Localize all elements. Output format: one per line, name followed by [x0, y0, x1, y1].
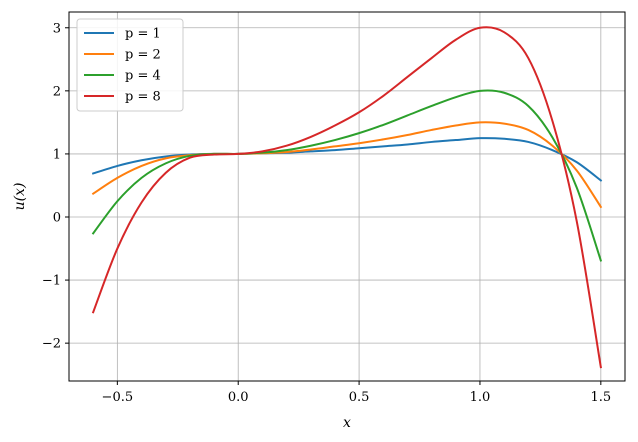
y-tick-label: −2: [42, 337, 61, 352]
y-axis-label: u(x): [12, 183, 28, 211]
y-tick-label: 2: [53, 84, 61, 99]
x-tick-label: 1.5: [590, 390, 611, 405]
series-line-1: [91, 137, 603, 182]
legend: p = 1 p = 2 p = 4 p = 8: [76, 18, 184, 112]
y-tick-label: −1: [42, 274, 61, 289]
legend-box: [76, 18, 184, 112]
y-tick-label: 1: [53, 147, 61, 162]
axis-ticks: −0.5 0.0 0.5 1.0 1.5 −2 −1 0 1 2 3: [42, 21, 611, 405]
y-tick-label: 0: [53, 211, 61, 226]
legend-entry-1: p = 1: [125, 27, 161, 42]
series-lines: [91, 26, 603, 369]
legend-entry-4: p = 8: [125, 90, 161, 105]
series-line-2: [91, 121, 603, 209]
x-tick-label: −0.5: [102, 390, 134, 405]
legend-entry-3: p = 4: [125, 69, 161, 84]
y-tick-label: 3: [53, 21, 61, 36]
x-tick-label: 0.0: [228, 390, 249, 405]
legend-entry-2: p = 2: [125, 48, 161, 63]
x-tick-label: 0.5: [349, 390, 370, 405]
series-line-4: [91, 26, 602, 369]
x-axis-label: x: [343, 415, 351, 431]
plot-frame: [68, 11, 626, 382]
series-line-3: [91, 89, 603, 262]
x-tick-label: 1.0: [470, 390, 491, 405]
